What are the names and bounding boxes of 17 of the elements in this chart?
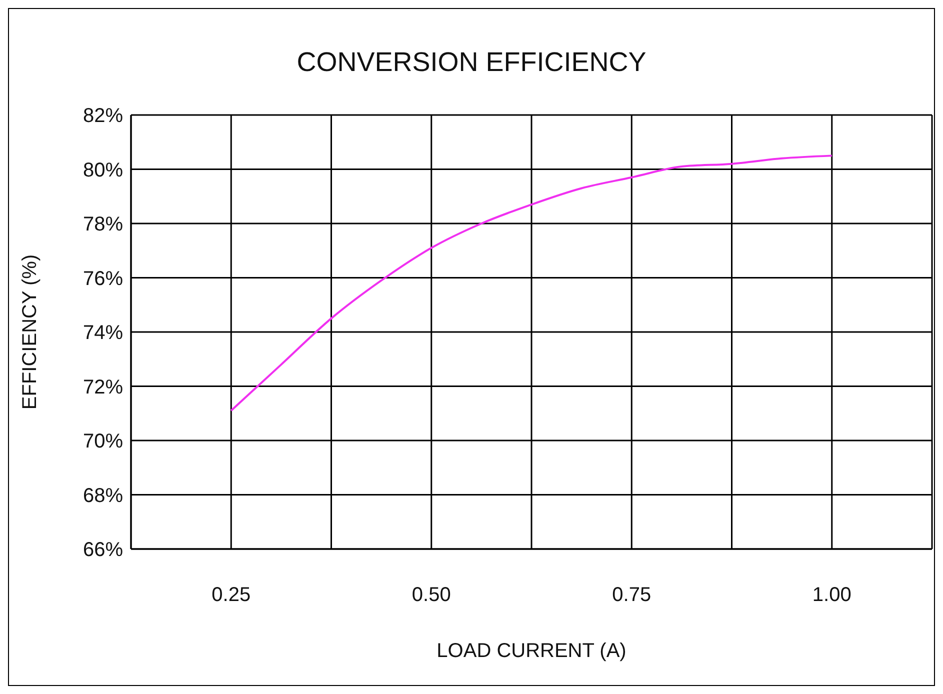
y-tick-label: 70%: [82, 430, 124, 453]
x-axis-title: LOAD CURRENT (A): [436, 640, 626, 662]
y-tick-label: 68%: [82, 484, 124, 507]
y-axis-title: EFFICIENCY (%): [19, 254, 42, 410]
x-tick-label: 1.00: [812, 584, 852, 606]
y-tick-label: 72%: [82, 376, 124, 398]
text: 0.25: [212, 584, 251, 606]
chart-title: CONVERSION EFFICIENCY: [296, 47, 648, 78]
y-tick-label: 78%: [82, 214, 124, 236]
y-tick-label: 66%: [82, 539, 124, 562]
line-series: [230, 154, 833, 412]
y-tick-label: 74%: [82, 322, 124, 344]
y-tick-label: 80%: [82, 159, 124, 182]
x-tick-label: 0.75: [612, 584, 652, 606]
y-tick-label: 76%: [82, 268, 124, 290]
x-tick-label: 0.50: [412, 584, 451, 606]
y-tick-label: 82%: [82, 105, 124, 128]
